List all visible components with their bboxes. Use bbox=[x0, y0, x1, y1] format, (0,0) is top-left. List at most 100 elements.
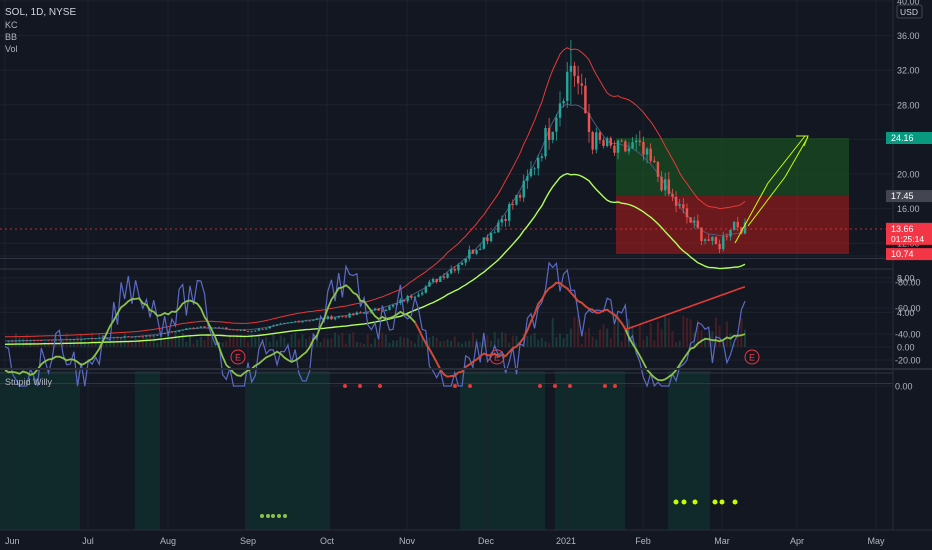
volume-bar bbox=[359, 342, 362, 347]
time-tick-label: Jun bbox=[5, 536, 20, 546]
candle-body bbox=[196, 327, 199, 329]
candle-body bbox=[203, 326, 206, 328]
oscillator-dot bbox=[692, 499, 698, 505]
candle-body bbox=[653, 160, 656, 163]
volume-bar bbox=[225, 340, 228, 347]
volume-bar bbox=[152, 335, 155, 347]
candle-body bbox=[504, 218, 507, 221]
volume-bar bbox=[566, 334, 569, 347]
candle-body bbox=[732, 221, 736, 231]
volume-bar bbox=[403, 337, 406, 347]
volume-bar bbox=[410, 340, 413, 347]
volume-bar bbox=[123, 332, 126, 347]
oscillator-tick-label: -80.00 bbox=[895, 278, 921, 288]
earnings-marker-label: E bbox=[749, 353, 755, 363]
candle-body bbox=[711, 237, 714, 241]
indicator-kc-label[interactable]: KC bbox=[5, 20, 18, 30]
candle-body bbox=[402, 299, 406, 302]
currency-button[interactable] bbox=[896, 4, 923, 19]
volume-bar bbox=[529, 335, 532, 347]
volume-bar bbox=[609, 338, 612, 347]
candle-body bbox=[297, 321, 301, 323]
candle-body bbox=[152, 335, 155, 337]
oscillator-zone bbox=[555, 371, 625, 530]
candle-body bbox=[373, 308, 377, 310]
oscillator-title[interactable]: Stupid Willy bbox=[5, 377, 53, 387]
volume-bar bbox=[91, 332, 94, 347]
volume-bar bbox=[54, 336, 57, 347]
volume-bar bbox=[588, 327, 591, 347]
volume-bar bbox=[740, 318, 743, 347]
volume-bar bbox=[323, 338, 326, 347]
volume-bar bbox=[388, 342, 391, 347]
time-axis[interactable]: Jun Jul Aug Sep Oct Nov Dec 2021 Feb Mar Apr May bbox=[5, 536, 885, 546]
projection-arrows[interactable] bbox=[734, 135, 809, 244]
oscillator-dot bbox=[719, 499, 725, 505]
volume-bar bbox=[435, 337, 438, 347]
volume-bar bbox=[185, 341, 188, 347]
oscillator-dot bbox=[283, 514, 287, 518]
price-tick-label: 40.00 bbox=[897, 0, 920, 7]
candle-body bbox=[134, 336, 137, 338]
candle-body bbox=[725, 236, 729, 237]
oscillator-dot bbox=[673, 499, 679, 505]
candle-body bbox=[341, 316, 344, 318]
candle-body bbox=[243, 329, 246, 332]
candle-body bbox=[177, 330, 181, 332]
candle-body bbox=[468, 249, 471, 259]
volume-bar bbox=[511, 335, 514, 347]
time-tick-label: Jul bbox=[82, 536, 94, 546]
oscillator-dot bbox=[732, 499, 738, 505]
candle-body bbox=[261, 328, 264, 330]
volume-bar bbox=[569, 328, 572, 347]
candle-body bbox=[576, 75, 580, 84]
volume-bar bbox=[725, 321, 728, 347]
candle-body bbox=[21, 340, 25, 342]
volume-bar bbox=[174, 332, 177, 347]
price-marker-badge bbox=[886, 248, 932, 261]
volume-bar bbox=[98, 334, 101, 347]
candle-body bbox=[76, 339, 79, 341]
candle-body bbox=[54, 339, 57, 341]
candle-body bbox=[181, 329, 184, 331]
volume-bar bbox=[189, 334, 191, 347]
volume-bar bbox=[718, 325, 721, 347]
time-tick-label: Feb bbox=[635, 536, 651, 546]
volume-bar bbox=[247, 342, 250, 347]
volume-bar bbox=[671, 331, 674, 347]
oscillator-dot bbox=[613, 384, 617, 388]
volume-bar bbox=[649, 323, 652, 347]
candle-body bbox=[580, 83, 583, 86]
stop-zone[interactable] bbox=[616, 196, 849, 254]
candle-body bbox=[486, 237, 489, 242]
earnings-marker bbox=[230, 349, 246, 365]
volume-bar bbox=[268, 341, 271, 347]
candle-body bbox=[174, 331, 177, 333]
candle-body bbox=[138, 336, 141, 338]
candle-body bbox=[399, 299, 402, 304]
candle-body bbox=[29, 340, 32, 341]
volume-bar bbox=[479, 341, 482, 347]
time-tick-label: 2021 bbox=[556, 536, 576, 546]
candle-body bbox=[112, 337, 116, 339]
candle-body bbox=[32, 340, 36, 341]
volume-bar bbox=[374, 338, 376, 347]
indicator-vol-label[interactable]: Vol bbox=[5, 44, 18, 54]
volume-bar bbox=[707, 337, 710, 347]
candle-body bbox=[148, 335, 152, 337]
candle-body bbox=[522, 180, 525, 198]
volume-bar bbox=[526, 335, 529, 347]
volume-bar bbox=[236, 334, 239, 347]
volume-bar bbox=[714, 317, 717, 347]
oscillator-dot bbox=[266, 514, 270, 518]
price-tick-label: 36.00 bbox=[897, 31, 920, 41]
target-zone[interactable] bbox=[616, 138, 849, 196]
symbol-title[interactable]: SOL, 1D, NYSE bbox=[5, 7, 76, 18]
volume-bar bbox=[210, 337, 213, 347]
candle-body bbox=[471, 249, 475, 254]
candle-body bbox=[566, 71, 569, 101]
candle-body bbox=[141, 336, 145, 338]
indicator-bb-label[interactable]: BB bbox=[5, 32, 17, 42]
volume-bar bbox=[682, 316, 685, 347]
